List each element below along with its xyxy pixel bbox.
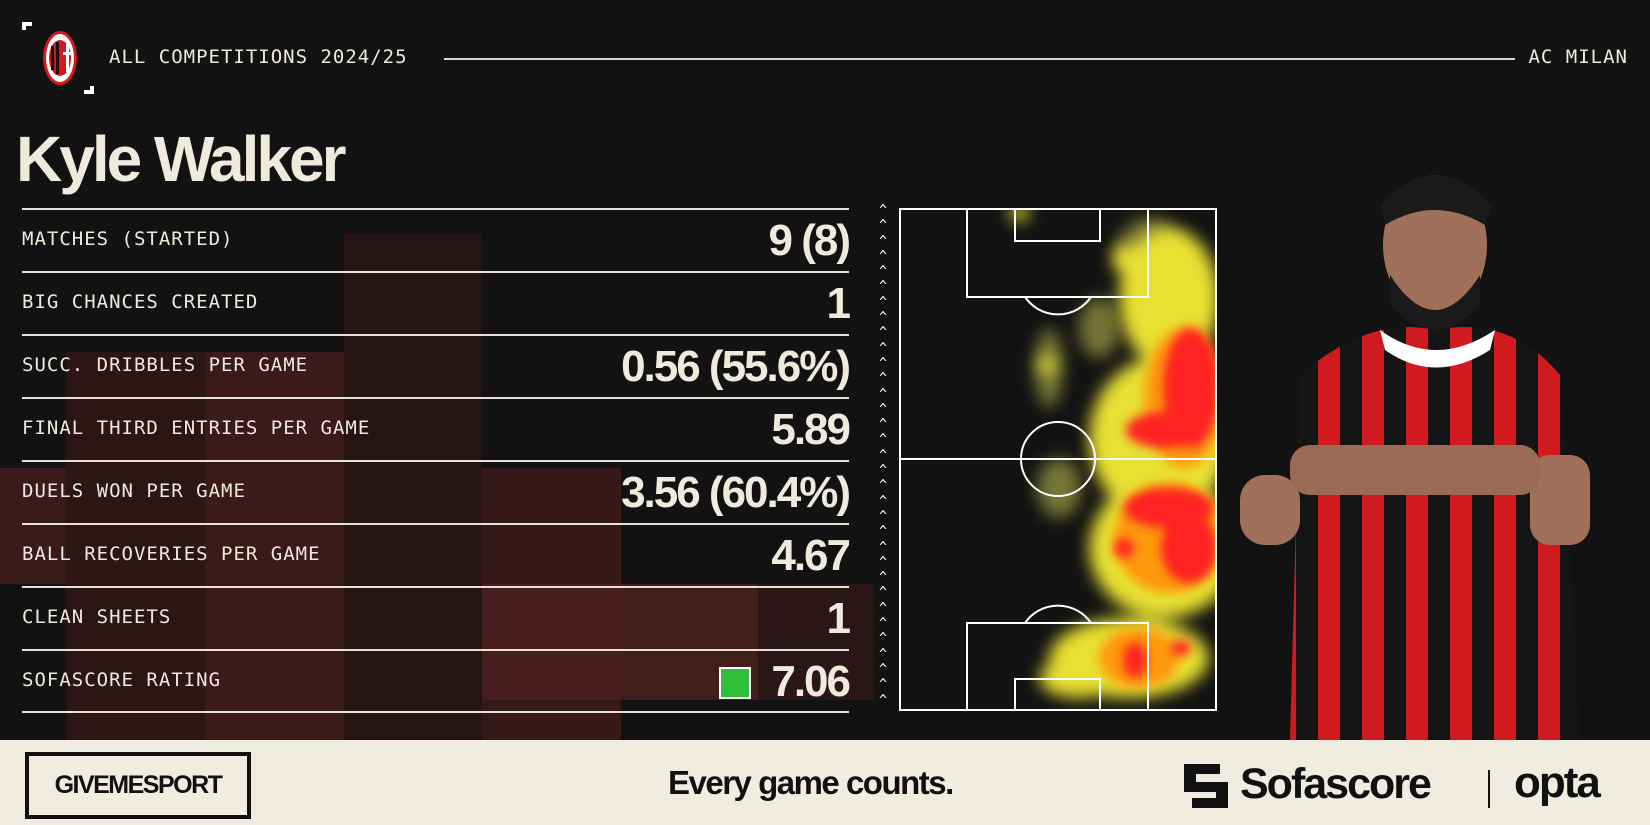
chevron-up-icon: ^	[879, 432, 887, 448]
stat-label: BALL RECOVERIES PER GAME	[22, 543, 321, 565]
sofascore-logo-icon	[1184, 764, 1228, 808]
chevron-up-icon: ^	[879, 508, 887, 524]
stat-label: SUCC. DRIBBLES PER GAME	[22, 354, 309, 376]
chevron-up-icon: ^	[879, 325, 887, 341]
chevron-up-icon: ^	[879, 631, 887, 647]
bg-block	[205, 352, 344, 740]
bg-block	[0, 468, 66, 584]
chevron-up-icon: ^	[879, 661, 887, 677]
bg-block	[66, 352, 205, 740]
stat-label: MATCHES (STARTED)	[22, 228, 234, 250]
competition-label: ALL COMPETITIONS 2024/25	[109, 46, 408, 68]
corner-bracket	[84, 86, 94, 94]
stat-value: 5.89	[771, 405, 851, 454]
chevron-up-icon: ^	[879, 554, 887, 570]
pitch-markings	[899, 208, 1217, 711]
chevron-up-icon: ^	[879, 248, 887, 264]
bg-block	[344, 234, 482, 740]
stat-row: CLEAN SHEETS 1	[22, 586, 852, 649]
player-name: Kyle Walker	[16, 123, 346, 195]
stat-row: BALL RECOVERIES PER GAME 4.67	[22, 523, 851, 586]
chevron-up-icon: ^	[879, 294, 887, 310]
stat-value: 1	[826, 594, 852, 643]
chevron-up-icon: ^	[879, 478, 887, 494]
chevron-up-icon: ^	[879, 233, 887, 249]
chevron-up-icon: ^	[879, 447, 887, 463]
stat-value: 4.67	[771, 531, 851, 580]
stat-row: BIG CHANCES CREATED 1	[22, 271, 852, 334]
stat-row: SUCC. DRIBBLES PER GAME 0.56 (55.6%)	[22, 334, 851, 397]
logo-separator	[1488, 770, 1490, 808]
corner-bracket	[22, 22, 32, 30]
stat-label: DUELS WON PER GAME	[22, 480, 246, 502]
heatmap-high	[1114, 328, 1217, 678]
stat-value: 1	[826, 279, 852, 328]
footer: GIVEMESPORT Every game counts. Sofascore…	[0, 740, 1650, 825]
stat-value: 9 (8)	[768, 216, 851, 265]
chevron-up-icon: ^	[879, 677, 887, 693]
givemesport-logo: GIVEMESPORT	[25, 752, 251, 819]
stat-row: DUELS WON PER GAME 3.56 (60.4%)	[22, 460, 851, 523]
chevron-up-icon: ^	[879, 264, 887, 280]
tagline: Every game counts.	[668, 764, 954, 801]
chevron-up-icon: ^	[879, 524, 887, 540]
stat-value: 7.06	[771, 657, 851, 706]
chevron-up-icon: ^	[879, 279, 887, 295]
chevron-up-icon: ^	[879, 493, 887, 509]
chevron-up-icon: ^	[879, 646, 887, 662]
chevron-up-icon: ^	[879, 600, 887, 616]
bg-block	[758, 584, 874, 700]
player-photo	[1240, 175, 1590, 740]
divider	[22, 711, 849, 713]
stat-row: MATCHES (STARTED) 9 (8)	[22, 208, 851, 271]
chevron-up-icon: ^	[879, 371, 887, 387]
stat-label: FINAL THIRD ENTRIES PER GAME	[22, 417, 371, 439]
stat-value: 3.56 (60.4%)	[621, 468, 851, 517]
bg-block	[482, 584, 621, 700]
stat-label: CLEAN SHEETS	[22, 606, 172, 628]
chevron-up-icon: ^	[879, 539, 887, 555]
heatmap-pitch	[899, 208, 1217, 711]
chevron-up-icon: ^	[879, 386, 887, 402]
chevron-up-icon: ^	[879, 310, 887, 326]
chevron-up-icon: ^	[879, 463, 887, 479]
chevron-up-icon: ^	[879, 218, 887, 234]
chevron-up-icon: ^	[879, 616, 887, 632]
chevron-up-icon: ^	[879, 585, 887, 601]
chevron-up-icon: ^	[879, 401, 887, 417]
opta-logo: opta	[1514, 758, 1601, 807]
stat-label: SOFASCORE RATING	[22, 669, 222, 691]
chevron-up-icon: ^	[879, 203, 887, 218]
chevron-up-icon: ^	[879, 355, 887, 371]
chevron-up-icon: ^	[879, 692, 887, 708]
stat-row: FINAL THIRD ENTRIES PER GAME 5.89	[22, 397, 851, 460]
attack-direction-arrows: ^ ^ ^ ^ ^ ^ ^ ^ ^ ^ ^ ^ ^ ^ ^ ^ ^ ^ ^ ^ ^ ^ ^ ^ ^ ^ ^ ^ ^ ^ ^ ^ ^	[875, 203, 891, 708]
stat-label: BIG CHANCES CREATED	[22, 291, 259, 313]
header-divider	[444, 58, 1515, 60]
stat-value: 0.56 (55.6%)	[621, 342, 851, 391]
chevron-up-icon: ^	[879, 570, 887, 586]
chevron-up-icon: ^	[879, 417, 887, 433]
sofascore-logo: Sofascore	[1240, 760, 1432, 808]
ac-milan-crest-icon	[43, 31, 77, 85]
stat-row: SOFASCORE RATING 7.06	[22, 649, 851, 712]
rating-badge	[719, 667, 751, 699]
chevron-up-icon: ^	[879, 340, 887, 356]
club-name: AC MILAN	[1528, 46, 1628, 68]
